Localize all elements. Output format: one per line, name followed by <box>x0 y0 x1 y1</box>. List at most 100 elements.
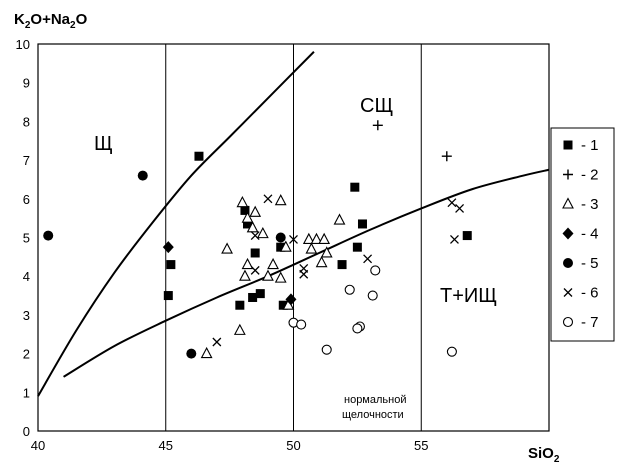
y-axis-title: K2O+Na2O <box>14 11 88 31</box>
data-point-series-3 <box>318 232 331 244</box>
grid-lines <box>165 44 422 431</box>
data-point-series-3 <box>315 255 328 268</box>
region-label-sshch: СЩ <box>360 95 393 117</box>
data-point-series-3 <box>221 242 233 254</box>
x-axis-title: SiO2 <box>528 445 560 464</box>
data-point-series-3 <box>233 323 246 335</box>
region-label-shch: Щ <box>94 133 113 155</box>
data-point-series-3 <box>333 213 346 225</box>
data-point-series-7 <box>370 265 381 276</box>
legend-label-3: - 3 <box>581 196 599 213</box>
y-tick-label: 9 <box>23 76 30 91</box>
data-point-series-3 <box>249 205 262 217</box>
data-point-series-7 <box>296 319 307 330</box>
data-point-series-7 <box>321 344 332 355</box>
data-point-series-6 <box>250 265 260 275</box>
data-point-series-6 <box>212 337 222 347</box>
data-point-series-1 <box>357 219 367 229</box>
data-point-series-6 <box>450 234 459 244</box>
data-point-series-3 <box>256 226 269 239</box>
y-tick-labels: 0 1 2 3 4 5 6 7 8 9 10 <box>16 37 30 439</box>
boundary-curve <box>63 168 550 378</box>
data-point-series-7 <box>344 284 355 295</box>
legend-marker-3 <box>562 197 574 209</box>
legend-marker-5 <box>563 258 573 268</box>
y-tick-label: 10 <box>16 37 30 52</box>
data-point-series-1 <box>166 260 176 270</box>
legend-marker-2 <box>563 169 573 180</box>
data-point-series-3 <box>310 232 323 244</box>
data-point-series-7 <box>367 290 378 301</box>
data-point-series-3 <box>239 269 251 281</box>
data-point-series-3 <box>262 269 274 281</box>
data-point-series-5 <box>275 232 286 243</box>
y-tick-label: 5 <box>23 231 30 246</box>
data-point-series-1 <box>194 151 204 161</box>
data-point-series-1 <box>278 300 288 310</box>
data-point-series-3 <box>241 257 254 270</box>
region-label-tishch: Т+ИЩ <box>440 285 497 307</box>
data-point-series-1 <box>248 292 258 302</box>
data-point-series-3 <box>236 195 249 208</box>
data-point-series-1 <box>235 300 245 310</box>
y-tick-label: 1 <box>23 385 30 400</box>
legend-label-6: - 6 <box>581 285 599 302</box>
x-tick-label: 40 <box>31 438 45 453</box>
data-point-series-6 <box>299 269 309 279</box>
data-point-series-1 <box>163 291 173 301</box>
data-point-series-6 <box>250 231 260 241</box>
data-point-series-1 <box>462 231 472 241</box>
data-point-series-6 <box>263 194 273 204</box>
y-tick-label: 8 <box>23 114 30 129</box>
data-point-series-3 <box>305 242 318 254</box>
data-point-series-6 <box>289 234 298 244</box>
x-tick-labels: 40 45 50 55 <box>31 438 429 453</box>
data-point-series-1 <box>276 242 286 252</box>
y-tick-label: 7 <box>23 153 30 168</box>
region-label-normal-2: щелочности <box>342 409 404 421</box>
data-point-series-5 <box>186 348 197 359</box>
data-point-series-5 <box>137 170 148 181</box>
legend-marker-1 <box>563 140 573 150</box>
legend-label-7: - 7 <box>581 314 599 331</box>
data-point-series-1 <box>337 260 347 270</box>
legend-marker-7 <box>562 316 574 328</box>
data-point-series-7 <box>352 323 363 334</box>
data-point-series-1 <box>243 219 253 229</box>
boundary-curve <box>37 51 315 397</box>
data-point-series-3 <box>274 194 287 206</box>
x-tick-label: 45 <box>159 438 173 453</box>
data-point-series-3 <box>274 271 287 283</box>
legend-label-5: - 5 <box>581 255 599 272</box>
data-point-series-1 <box>350 182 360 192</box>
data-point-series-3 <box>246 221 259 233</box>
legend-label-1: - 1 <box>581 137 599 154</box>
data-points <box>43 120 472 359</box>
data-point-series-3 <box>267 257 279 270</box>
data-point-series-6 <box>363 254 373 264</box>
data-point-series-6 <box>455 204 465 213</box>
data-point-series-6 <box>447 198 457 208</box>
x-tick-label: 50 <box>286 438 300 453</box>
region-label-normal-1: нормальной <box>344 394 406 406</box>
legend: - 1 - 2 - 3 - 4 - 5 - 6 - 7 <box>550 127 615 342</box>
boundary-curves <box>37 51 550 397</box>
data-point-series-3 <box>320 246 333 258</box>
data-point-series-3 <box>200 346 213 359</box>
legend-box <box>550 127 615 342</box>
legend-label-4: - 4 <box>581 226 599 243</box>
data-point-series-1 <box>255 289 265 299</box>
data-point-series-5 <box>43 230 54 241</box>
plot-area-frame <box>37 43 550 432</box>
data-point-series-3 <box>241 211 254 223</box>
data-point-series-1 <box>352 242 362 252</box>
y-tick-label: 4 <box>23 269 30 284</box>
data-point-series-1 <box>250 248 260 258</box>
legend-marker-4 <box>562 227 574 240</box>
y-tick-label: 0 <box>23 424 30 439</box>
legend-marker-6 <box>563 288 573 297</box>
y-tick-label: 2 <box>23 347 30 362</box>
y-tick-label: 6 <box>23 192 30 207</box>
data-point-series-2 <box>372 120 383 131</box>
